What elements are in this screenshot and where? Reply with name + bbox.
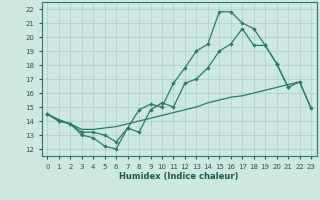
X-axis label: Humidex (Indice chaleur): Humidex (Indice chaleur) [119,172,239,181]
